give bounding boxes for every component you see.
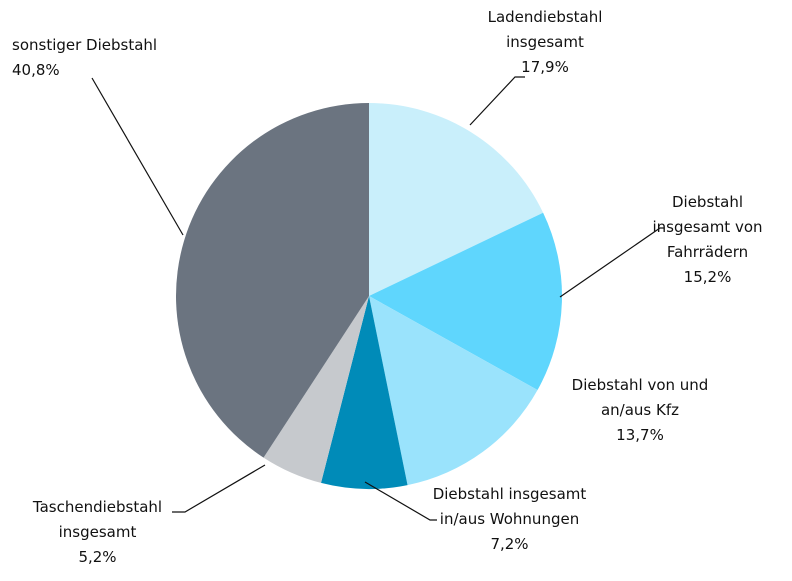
pie-slice: [369, 103, 544, 296]
value-label: 15,2%: [683, 268, 732, 286]
category-label: Ladendiebstahl insgesamt: [487, 8, 603, 51]
value-label: 13,7%: [616, 426, 664, 444]
pie-slice: [175, 103, 369, 458]
category-label: Diebstahl insgesamt von Fahrrädern: [652, 193, 763, 261]
leader-line: [364, 481, 437, 521]
pie-slice: [369, 296, 538, 486]
leader-line: [172, 464, 266, 513]
pie-slice: [369, 212, 563, 391]
slice-label: Diebstahl insgesamt von Fahrrädern 15,2%: [645, 190, 770, 290]
category-label: Diebstahl insgesamt in/aus Wohnungen: [432, 485, 587, 528]
leader-line: [559, 227, 664, 298]
category-label: Diebstahl von und an/aus Kfz: [571, 376, 709, 419]
value-label: 7,2%: [490, 535, 529, 553]
slice-label: Diebstahl von und an/aus Kfz 13,7%: [555, 373, 725, 448]
category-label: Taschendiebstahl insgesamt: [32, 498, 163, 541]
value-label: 5,2%: [78, 548, 117, 566]
leader-line: [469, 76, 525, 126]
slice-label: sonstiger Diebstahl 40,8%: [12, 33, 212, 83]
slice-label: Ladendiebstahl insgesamt 17,9%: [470, 5, 620, 80]
slice-label: Diebstahl insgesamt in/aus Wohnungen 7,2%: [432, 482, 587, 557]
value-label: 40,8%: [12, 61, 60, 79]
slice-label: Taschendiebstahl insgesamt 5,2%: [20, 495, 175, 570]
leader-line: [91, 77, 184, 236]
category-label: sonstiger Diebstahl: [12, 36, 158, 54]
pie-slice: [321, 296, 408, 489]
value-label: 17,9%: [521, 58, 569, 76]
pie-slice: [263, 296, 369, 483]
